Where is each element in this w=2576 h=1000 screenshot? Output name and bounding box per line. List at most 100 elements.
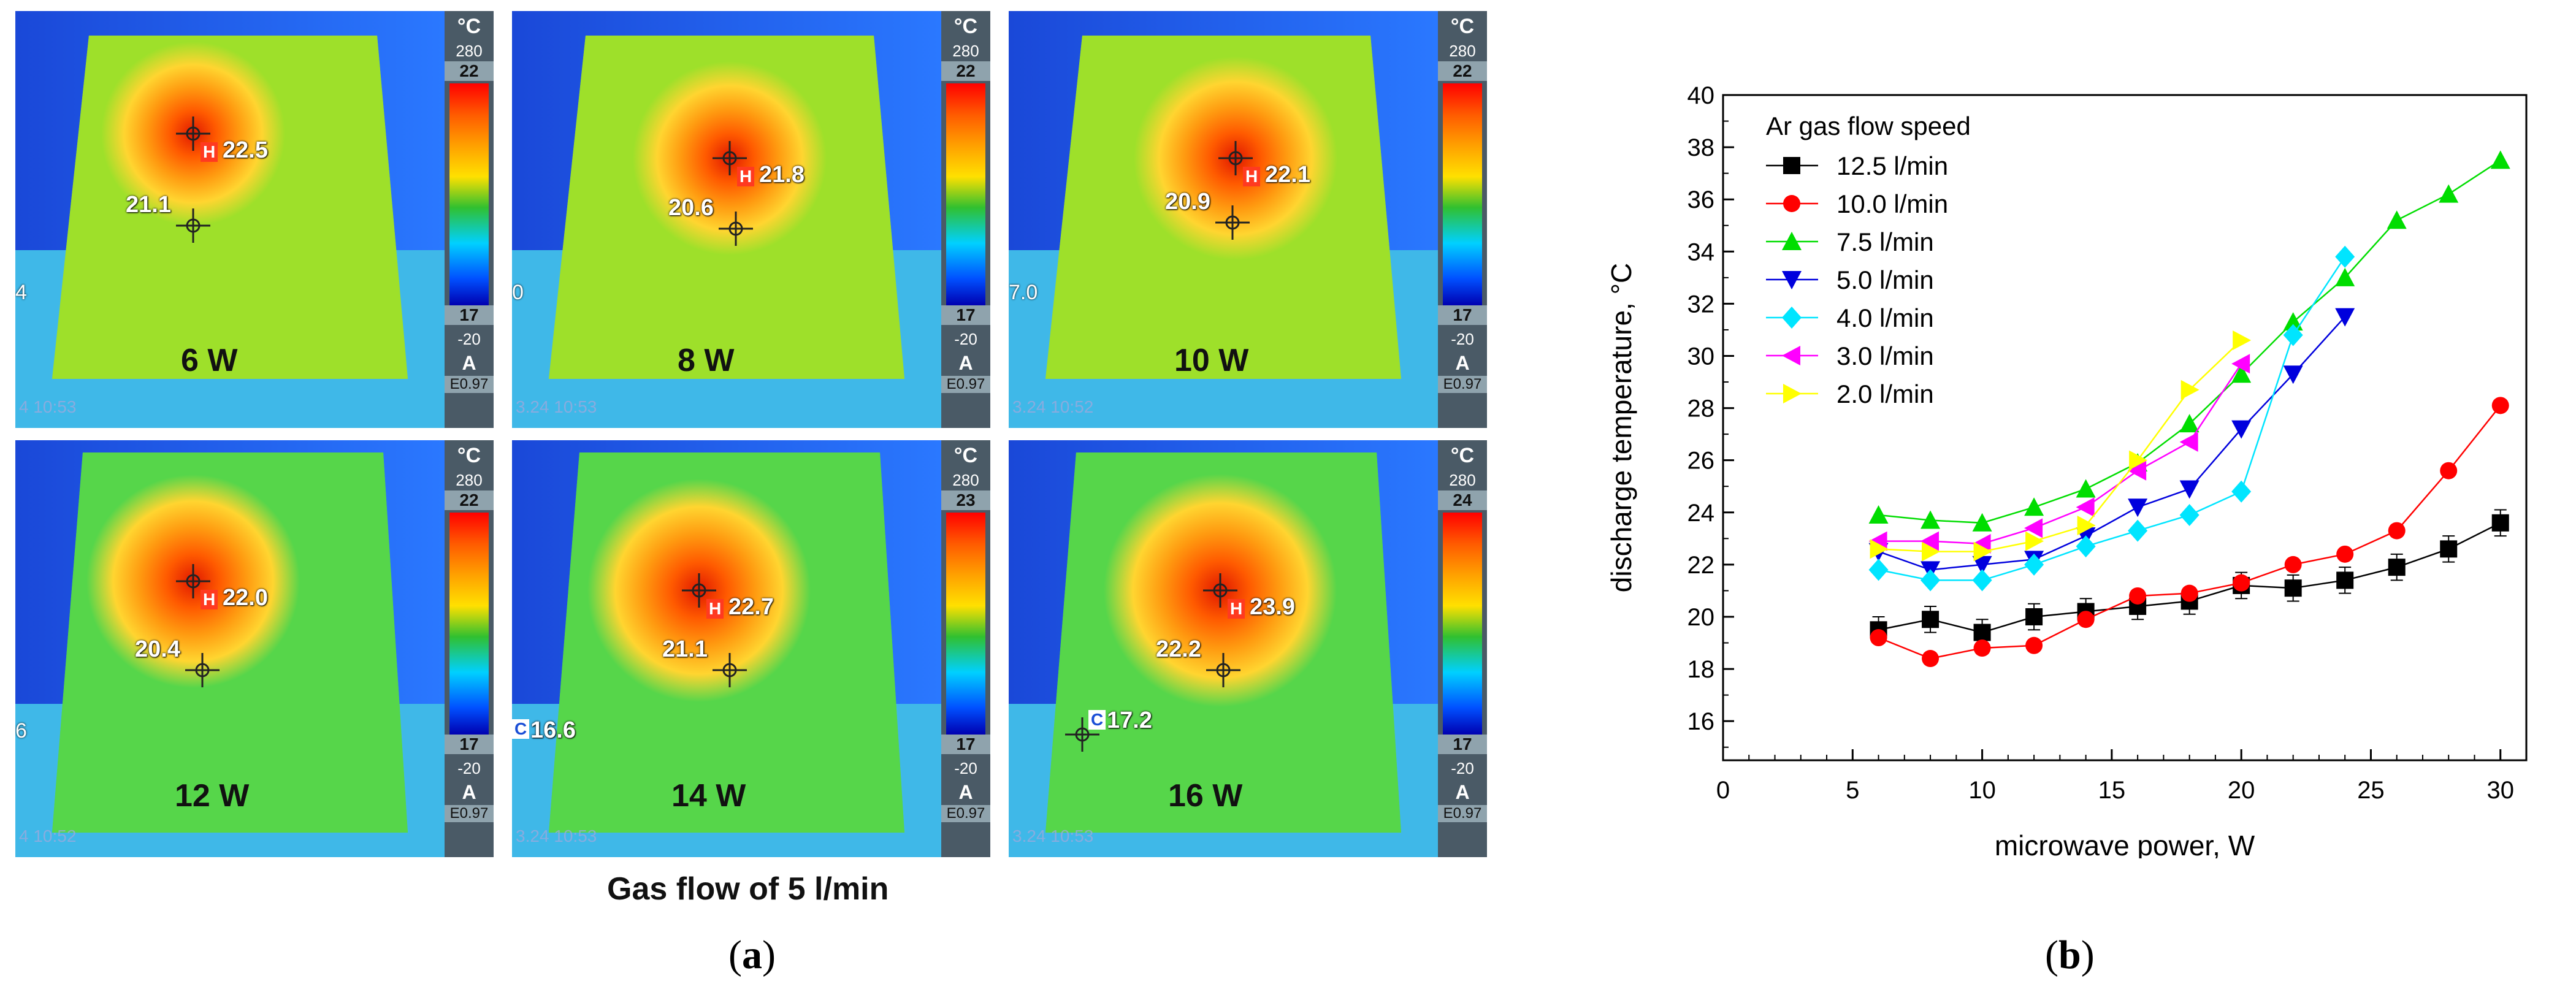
scale-high: 22	[941, 61, 990, 81]
legend-label: 5.0 l/min	[1836, 265, 1934, 294]
scale-high: 22	[445, 490, 494, 510]
data-point	[1921, 510, 1941, 529]
data-point	[2231, 420, 2252, 439]
data-point	[2335, 267, 2355, 286]
measure-mode: A	[462, 781, 476, 803]
data-point	[2180, 584, 2198, 602]
y-tick-label: 26	[1687, 448, 1715, 475]
scale-high: 22	[445, 61, 494, 81]
hot-spot-crosshair-icon	[713, 141, 747, 175]
measure-mode: A	[1455, 352, 1470, 374]
x-tick-label: 5	[1846, 777, 1859, 804]
color-scale-bar: °C 280 23 17 -20 A E0.97	[941, 440, 990, 857]
y-tick-label: 30	[1687, 343, 1715, 370]
data-point	[1870, 539, 1889, 559]
cold-spot-value: 21.1	[126, 192, 171, 218]
power-label: 10 W	[1174, 343, 1249, 378]
data-point	[2336, 545, 2354, 563]
scale-high: 23	[941, 490, 990, 510]
thermal-field	[1009, 440, 1438, 857]
panel-b-label-letter: b	[2058, 933, 2081, 977]
data-point	[2076, 497, 2095, 517]
y-axis-label: discharge temperature, °C	[1605, 263, 1637, 592]
scale-high: 22	[1438, 61, 1487, 81]
measure-mode: A	[1455, 781, 1470, 803]
data-point	[2128, 519, 2148, 542]
hot-spot-crosshair-icon	[176, 116, 210, 151]
legend-marker	[1782, 307, 1802, 329]
range-min: -20	[954, 330, 977, 348]
data-point	[2440, 462, 2458, 479]
data-point	[2388, 522, 2406, 540]
color-gradient	[946, 513, 985, 735]
hot-spot-value: 22.1	[1265, 162, 1310, 188]
y-tick-label: 28	[1687, 395, 1715, 422]
data-point	[1921, 531, 1940, 551]
measure-mode: A	[462, 352, 476, 374]
thermal-field	[512, 440, 941, 857]
series-line	[1878, 159, 2501, 524]
y-tick-label: 36	[1687, 186, 1715, 213]
data-point	[2490, 150, 2510, 169]
cold-spot-crosshair-icon	[713, 653, 747, 687]
legend-marker	[1783, 384, 1802, 403]
data-point	[1868, 505, 1889, 524]
data-point	[2231, 480, 2252, 503]
emissivity: E0.97	[941, 376, 990, 393]
legend-marker	[1783, 157, 1800, 174]
thermal-field	[512, 11, 941, 428]
edge-value: 0	[512, 281, 524, 304]
panel-a-label-letter: a	[741, 933, 762, 977]
temperature-chart: 0 5 10 15 20 25 30 16 18 20 22 24 26 28 30 32 34 36 38 40 mi…	[1605, 82, 2528, 858]
thermal-image: H 23.9 22.2 16 W C 17.2 3.24 10:53 °C 280 24 17 -20…	[1009, 440, 1487, 857]
power-label: 6 W	[181, 343, 238, 378]
data-point	[2231, 354, 2250, 374]
data-point	[2283, 324, 2303, 346]
color-gradient	[1443, 513, 1482, 735]
scale-low: 17	[445, 305, 494, 325]
min-marker-badge: C	[512, 719, 530, 739]
data-point	[1870, 629, 1887, 647]
data-point	[2128, 498, 2148, 517]
hot-spot-crosshair-icon	[1203, 573, 1237, 608]
hot-marker-badge: H	[201, 142, 218, 162]
y-tick-label: 24	[1687, 500, 1715, 527]
hot-marker-badge: H	[1243, 167, 1261, 186]
data-point	[2440, 540, 2458, 558]
data-point	[2387, 210, 2407, 229]
data-point	[2025, 636, 2043, 654]
range-min: -20	[1451, 330, 1474, 348]
data-point	[1972, 569, 1992, 592]
x-tick-label: 10	[1968, 777, 1996, 804]
power-label: 8 W	[678, 343, 735, 378]
emissivity: E0.97	[1438, 805, 1487, 822]
hot-spot-value: 22.0	[223, 585, 268, 611]
data-point	[2491, 514, 2509, 532]
scale-unit: °C	[457, 444, 481, 467]
range-max: 280	[952, 471, 979, 489]
range-max: 280	[456, 42, 483, 60]
data-point	[2335, 308, 2355, 327]
data-point	[1973, 541, 1992, 562]
data-point	[2180, 380, 2200, 400]
data-point	[2233, 574, 2250, 592]
data-point	[2491, 397, 2509, 414]
power-label: 16 W	[1168, 778, 1243, 814]
emissivity: E0.97	[1438, 376, 1487, 393]
data-point	[2336, 571, 2354, 589]
color-scale-bar: °C 280 22 17 -20 A E0.97	[1438, 11, 1487, 428]
power-label: 14 W	[671, 778, 746, 814]
scale-low: 17	[941, 305, 990, 325]
x-tick-label: 25	[2357, 777, 2385, 804]
scale-unit: °C	[1450, 444, 1475, 467]
scale-unit: °C	[954, 444, 978, 467]
data-point	[2024, 497, 2044, 516]
range-max: 280	[1449, 471, 1476, 489]
hot-spot-crosshair-icon	[1218, 141, 1253, 175]
range-min: -20	[457, 759, 481, 777]
hot-spot-value: 21.8	[759, 162, 805, 188]
scale-unit: °C	[457, 15, 481, 38]
x-axis-label: microwave power, W	[1995, 830, 2255, 858]
data-point	[2283, 312, 2303, 331]
hot-marker-badge: H	[201, 590, 218, 609]
